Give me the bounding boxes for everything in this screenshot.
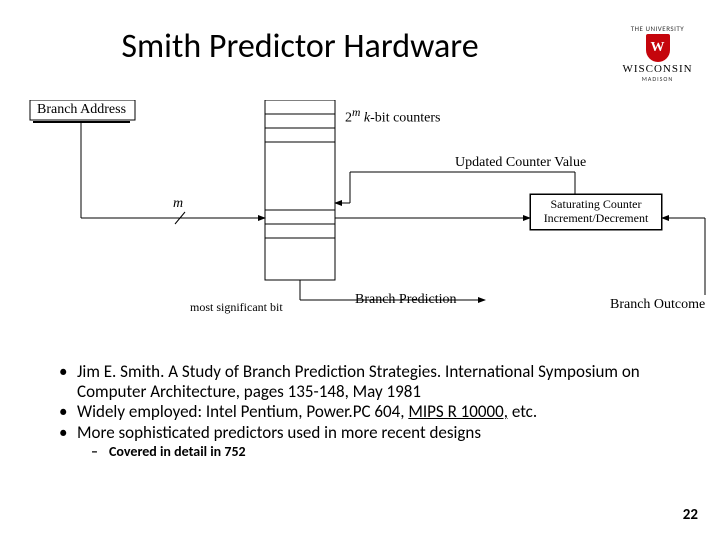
saturating-counter-box: Saturating Counter Increment/Decrement bbox=[530, 194, 662, 230]
bullet-item: More sophisticated predictors used in mo… bbox=[55, 423, 690, 461]
branch-address-label: Branch Address bbox=[37, 102, 126, 118]
sub-bullet-item: Covered in detail in 752 bbox=[77, 444, 690, 460]
logo-name: WISCONSIN bbox=[615, 63, 700, 75]
logo-shield: W bbox=[646, 34, 670, 62]
bullet-item: Widely employed: Intel Pentium, Power.PC… bbox=[55, 402, 690, 422]
updated-counter-label: Updated Counter Value bbox=[455, 155, 586, 171]
page-title: Smith Predictor Hardware bbox=[0, 26, 600, 67]
logo-top-text: THE UNIVERSITY bbox=[615, 24, 700, 33]
bullet-list: Jim E. Smith. A Study of Branch Predicti… bbox=[55, 362, 690, 461]
university-logo: THE UNIVERSITY W WISCONSIN MADISON bbox=[615, 24, 700, 84]
m-label: m bbox=[173, 196, 183, 212]
counters-label: 2m k-bit counters bbox=[345, 106, 441, 127]
msb-label: most significant bit bbox=[190, 300, 283, 315]
predictor-diagram: Branch Address m 2m k-bit counters Updat… bbox=[15, 100, 715, 340]
branch-prediction-label: Branch Prediction bbox=[355, 292, 456, 308]
logo-sub: MADISON bbox=[615, 75, 700, 83]
branch-outcome-label: Branch Outcome bbox=[610, 297, 705, 313]
page-number: 22 bbox=[683, 506, 698, 524]
bullet-item: Jim E. Smith. A Study of Branch Predicti… bbox=[55, 362, 690, 401]
